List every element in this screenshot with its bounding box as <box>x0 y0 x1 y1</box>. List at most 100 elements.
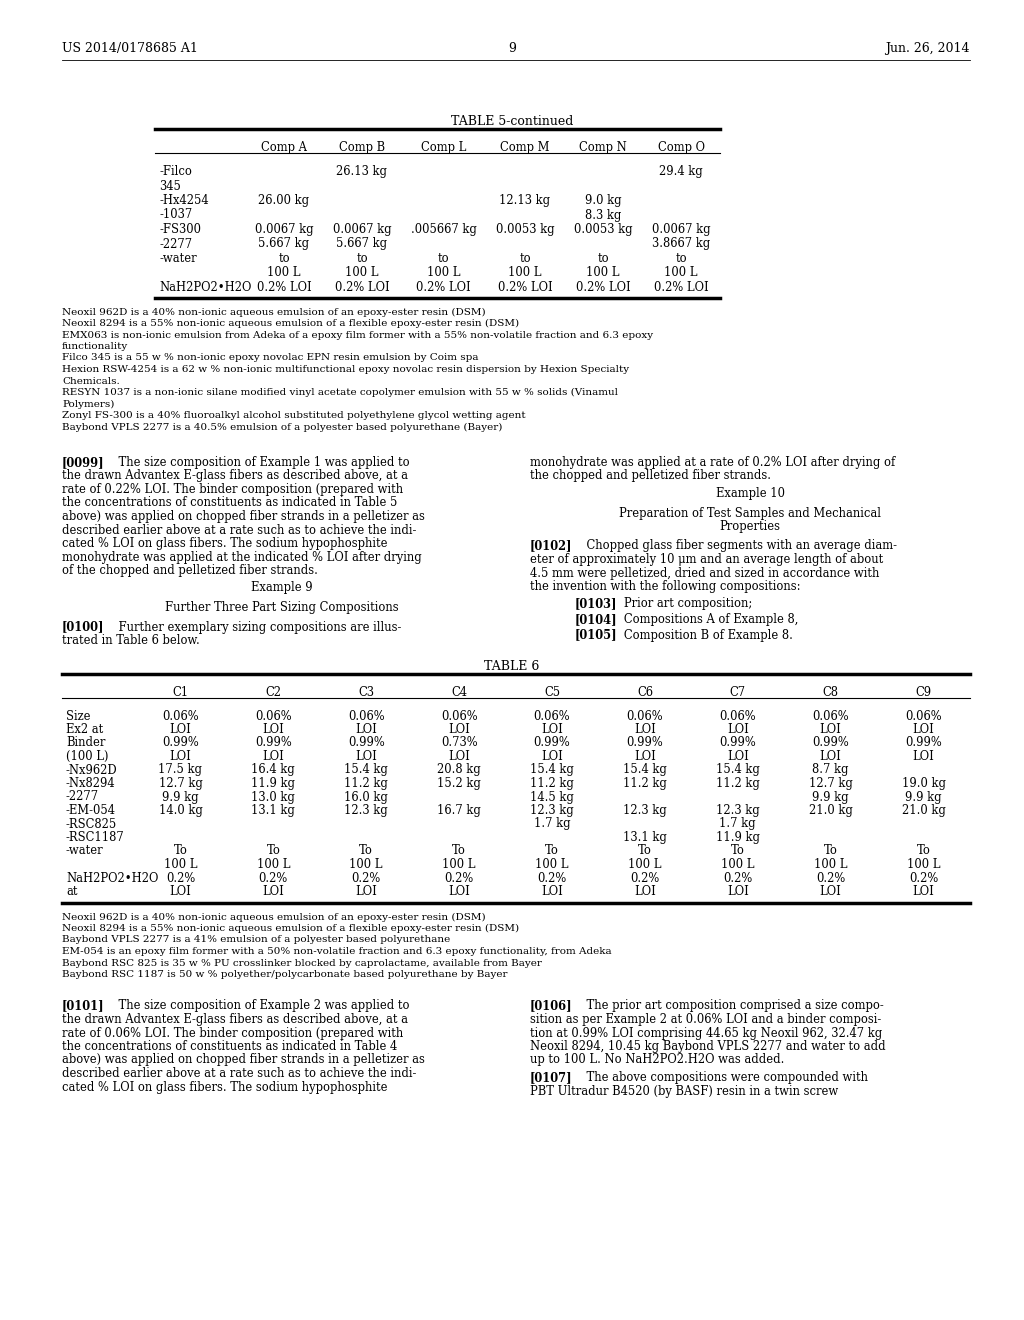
Text: 0.2% LOI: 0.2% LOI <box>257 281 311 294</box>
Text: LOI: LOI <box>634 723 655 737</box>
Text: 345: 345 <box>159 180 181 193</box>
Text: Zonyl FS-300 is a 40% fluoroalkyl alcohol substituted polyethylene glycol wettin: Zonyl FS-300 is a 40% fluoroalkyl alcoho… <box>62 411 525 420</box>
Text: To: To <box>638 845 652 858</box>
Text: 11.2 kg: 11.2 kg <box>530 777 573 789</box>
Text: Preparation of Test Samples and Mechanical: Preparation of Test Samples and Mechanic… <box>618 507 881 520</box>
Text: 21.0 kg: 21.0 kg <box>901 804 945 817</box>
Text: 16.7 kg: 16.7 kg <box>437 804 481 817</box>
Text: RESYN 1037 is a non-ionic silane modified vinyl acetate copolymer emulsion with : RESYN 1037 is a non-ionic silane modifie… <box>62 388 618 397</box>
Text: cated % LOI on glass fibers. The sodium hypophosphite: cated % LOI on glass fibers. The sodium … <box>62 537 387 550</box>
Text: C3: C3 <box>358 685 374 698</box>
Text: to: to <box>279 252 290 265</box>
Text: 0.99%: 0.99% <box>348 737 385 750</box>
Text: LOI: LOI <box>541 884 563 898</box>
Text: LOI: LOI <box>449 750 470 763</box>
Text: 11.2 kg: 11.2 kg <box>623 777 667 789</box>
Text: LOI: LOI <box>449 884 470 898</box>
Text: 21.0 kg: 21.0 kg <box>809 804 853 817</box>
Text: 14.0 kg: 14.0 kg <box>159 804 203 817</box>
Text: 13.0 kg: 13.0 kg <box>252 791 295 804</box>
Text: 15.4 kg: 15.4 kg <box>623 763 667 776</box>
Text: LOI: LOI <box>727 750 749 763</box>
Text: Neoxil 8294 is a 55% non-ionic aqueous emulsion of a flexible epoxy-ester resin : Neoxil 8294 is a 55% non-ionic aqueous e… <box>62 924 519 933</box>
Text: up to 100 L. No NaH2PO2.H2O was added.: up to 100 L. No NaH2PO2.H2O was added. <box>530 1053 784 1067</box>
Text: The size composition of Example 2 was applied to: The size composition of Example 2 was ap… <box>103 999 410 1012</box>
Text: C9: C9 <box>915 685 932 698</box>
Text: 19.0 kg: 19.0 kg <box>901 777 945 789</box>
Text: 100 L: 100 L <box>508 267 542 280</box>
Text: 9: 9 <box>508 42 516 55</box>
Text: Properties: Properties <box>720 520 780 533</box>
Text: 12.7 kg: 12.7 kg <box>159 777 203 789</box>
Text: 0.2% LOI: 0.2% LOI <box>575 281 631 294</box>
Text: 26.00 kg: 26.00 kg <box>258 194 309 207</box>
Text: above) was applied on chopped fiber strands in a pelletizer as: above) was applied on chopped fiber stra… <box>62 510 425 523</box>
Text: Neoxil 962D is a 40% non-ionic aqueous emulsion of an epoxy-ester resin (DSM): Neoxil 962D is a 40% non-ionic aqueous e… <box>62 912 485 921</box>
Text: 0.99%: 0.99% <box>162 737 199 750</box>
Text: 3.8667 kg: 3.8667 kg <box>652 238 710 251</box>
Text: 14.5 kg: 14.5 kg <box>530 791 573 804</box>
Text: 15.2 kg: 15.2 kg <box>437 777 481 789</box>
Text: the drawn Advantex E-glass fibers as described above, at a: the drawn Advantex E-glass fibers as des… <box>62 470 408 483</box>
Text: 0.0053 kg: 0.0053 kg <box>496 223 554 236</box>
Text: [0106]: [0106] <box>530 999 572 1012</box>
Text: 9.0 kg: 9.0 kg <box>585 194 622 207</box>
Text: 0.0053 kg: 0.0053 kg <box>573 223 632 236</box>
Text: -Nx8294: -Nx8294 <box>66 777 116 789</box>
Text: 0.2%: 0.2% <box>909 871 938 884</box>
Text: 12.7 kg: 12.7 kg <box>809 777 853 789</box>
Text: 0.2%: 0.2% <box>259 871 288 884</box>
Text: 12.3 kg: 12.3 kg <box>530 804 573 817</box>
Text: [0099]: [0099] <box>62 455 104 469</box>
Text: TABLE 6: TABLE 6 <box>484 660 540 672</box>
Text: 0.2%: 0.2% <box>816 871 845 884</box>
Text: 0.99%: 0.99% <box>255 737 292 750</box>
Text: 100 L: 100 L <box>164 858 198 871</box>
Text: TABLE 5-continued: TABLE 5-continued <box>451 115 573 128</box>
Text: eter of approximately 10 μm and an average length of about: eter of approximately 10 μm and an avera… <box>530 553 884 566</box>
Text: Polymers): Polymers) <box>62 400 115 409</box>
Text: 16.0 kg: 16.0 kg <box>344 791 388 804</box>
Text: Binder: Binder <box>66 737 105 750</box>
Text: LOI: LOI <box>727 884 749 898</box>
Text: -water: -water <box>66 845 103 858</box>
Text: 100 L: 100 L <box>536 858 568 871</box>
Text: described earlier above at a rate such as to achieve the indi-: described earlier above at a rate such a… <box>62 524 417 536</box>
Text: 9.9 kg: 9.9 kg <box>812 791 849 804</box>
Text: EM-054 is an epoxy film former with a 50% non-volatile fraction and 6.3 epoxy fu: EM-054 is an epoxy film former with a 50… <box>62 946 611 956</box>
Text: 100 L: 100 L <box>907 858 940 871</box>
Text: 5.667 kg: 5.667 kg <box>337 238 387 251</box>
Text: Neoxil 8294 is a 55% non-ionic aqueous emulsion of a flexible epoxy-ester resin : Neoxil 8294 is a 55% non-ionic aqueous e… <box>62 319 519 329</box>
Text: 26.13 kg: 26.13 kg <box>337 165 387 178</box>
Text: the concentrations of constituents as indicated in Table 4: the concentrations of constituents as in… <box>62 1040 397 1053</box>
Text: 0.06%: 0.06% <box>348 710 385 722</box>
Text: -EM-054: -EM-054 <box>66 804 116 817</box>
Text: PBT Ultradur B4520 (by BASF) resin in a twin screw: PBT Ultradur B4520 (by BASF) resin in a … <box>530 1085 839 1097</box>
Text: trated in Table 6 below.: trated in Table 6 below. <box>62 634 200 647</box>
Text: Neoxil 962D is a 40% non-ionic aqueous emulsion of an epoxy-ester resin (DSM): Neoxil 962D is a 40% non-ionic aqueous e… <box>62 308 485 317</box>
Text: LOI: LOI <box>170 750 191 763</box>
Text: To: To <box>916 845 931 858</box>
Text: LOI: LOI <box>355 884 377 898</box>
Text: Example 9: Example 9 <box>251 582 312 594</box>
Text: 0.0067 kg: 0.0067 kg <box>255 223 313 236</box>
Text: Comp O: Comp O <box>657 141 705 154</box>
Text: 13.1 kg: 13.1 kg <box>623 832 667 843</box>
Text: sition as per Example 2 at 0.06% LOI and a binder composi-: sition as per Example 2 at 0.06% LOI and… <box>530 1012 882 1026</box>
Text: the concentrations of constituents as indicated in Table 5: the concentrations of constituents as in… <box>62 496 397 510</box>
Text: LOI: LOI <box>449 723 470 737</box>
Text: 0.99%: 0.99% <box>812 737 849 750</box>
Text: 0.06%: 0.06% <box>255 710 292 722</box>
Text: 20.8 kg: 20.8 kg <box>437 763 481 776</box>
Text: -2277: -2277 <box>159 238 193 251</box>
Text: 100 L: 100 L <box>345 267 379 280</box>
Text: 0.2%: 0.2% <box>444 871 474 884</box>
Text: 0.06%: 0.06% <box>905 710 942 722</box>
Text: 0.99%: 0.99% <box>534 737 570 750</box>
Text: rate of 0.06% LOI. The binder composition (prepared with: rate of 0.06% LOI. The binder compositio… <box>62 1027 403 1040</box>
Text: LOI: LOI <box>170 884 191 898</box>
Text: 8.3 kg: 8.3 kg <box>585 209 622 222</box>
Text: 100 L: 100 L <box>349 858 383 871</box>
Text: 100 L: 100 L <box>442 858 476 871</box>
Text: (100 L): (100 L) <box>66 750 109 763</box>
